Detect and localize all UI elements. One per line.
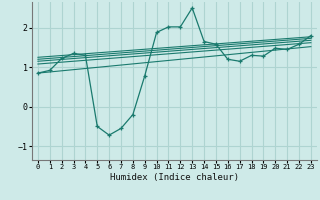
X-axis label: Humidex (Indice chaleur): Humidex (Indice chaleur) — [110, 173, 239, 182]
